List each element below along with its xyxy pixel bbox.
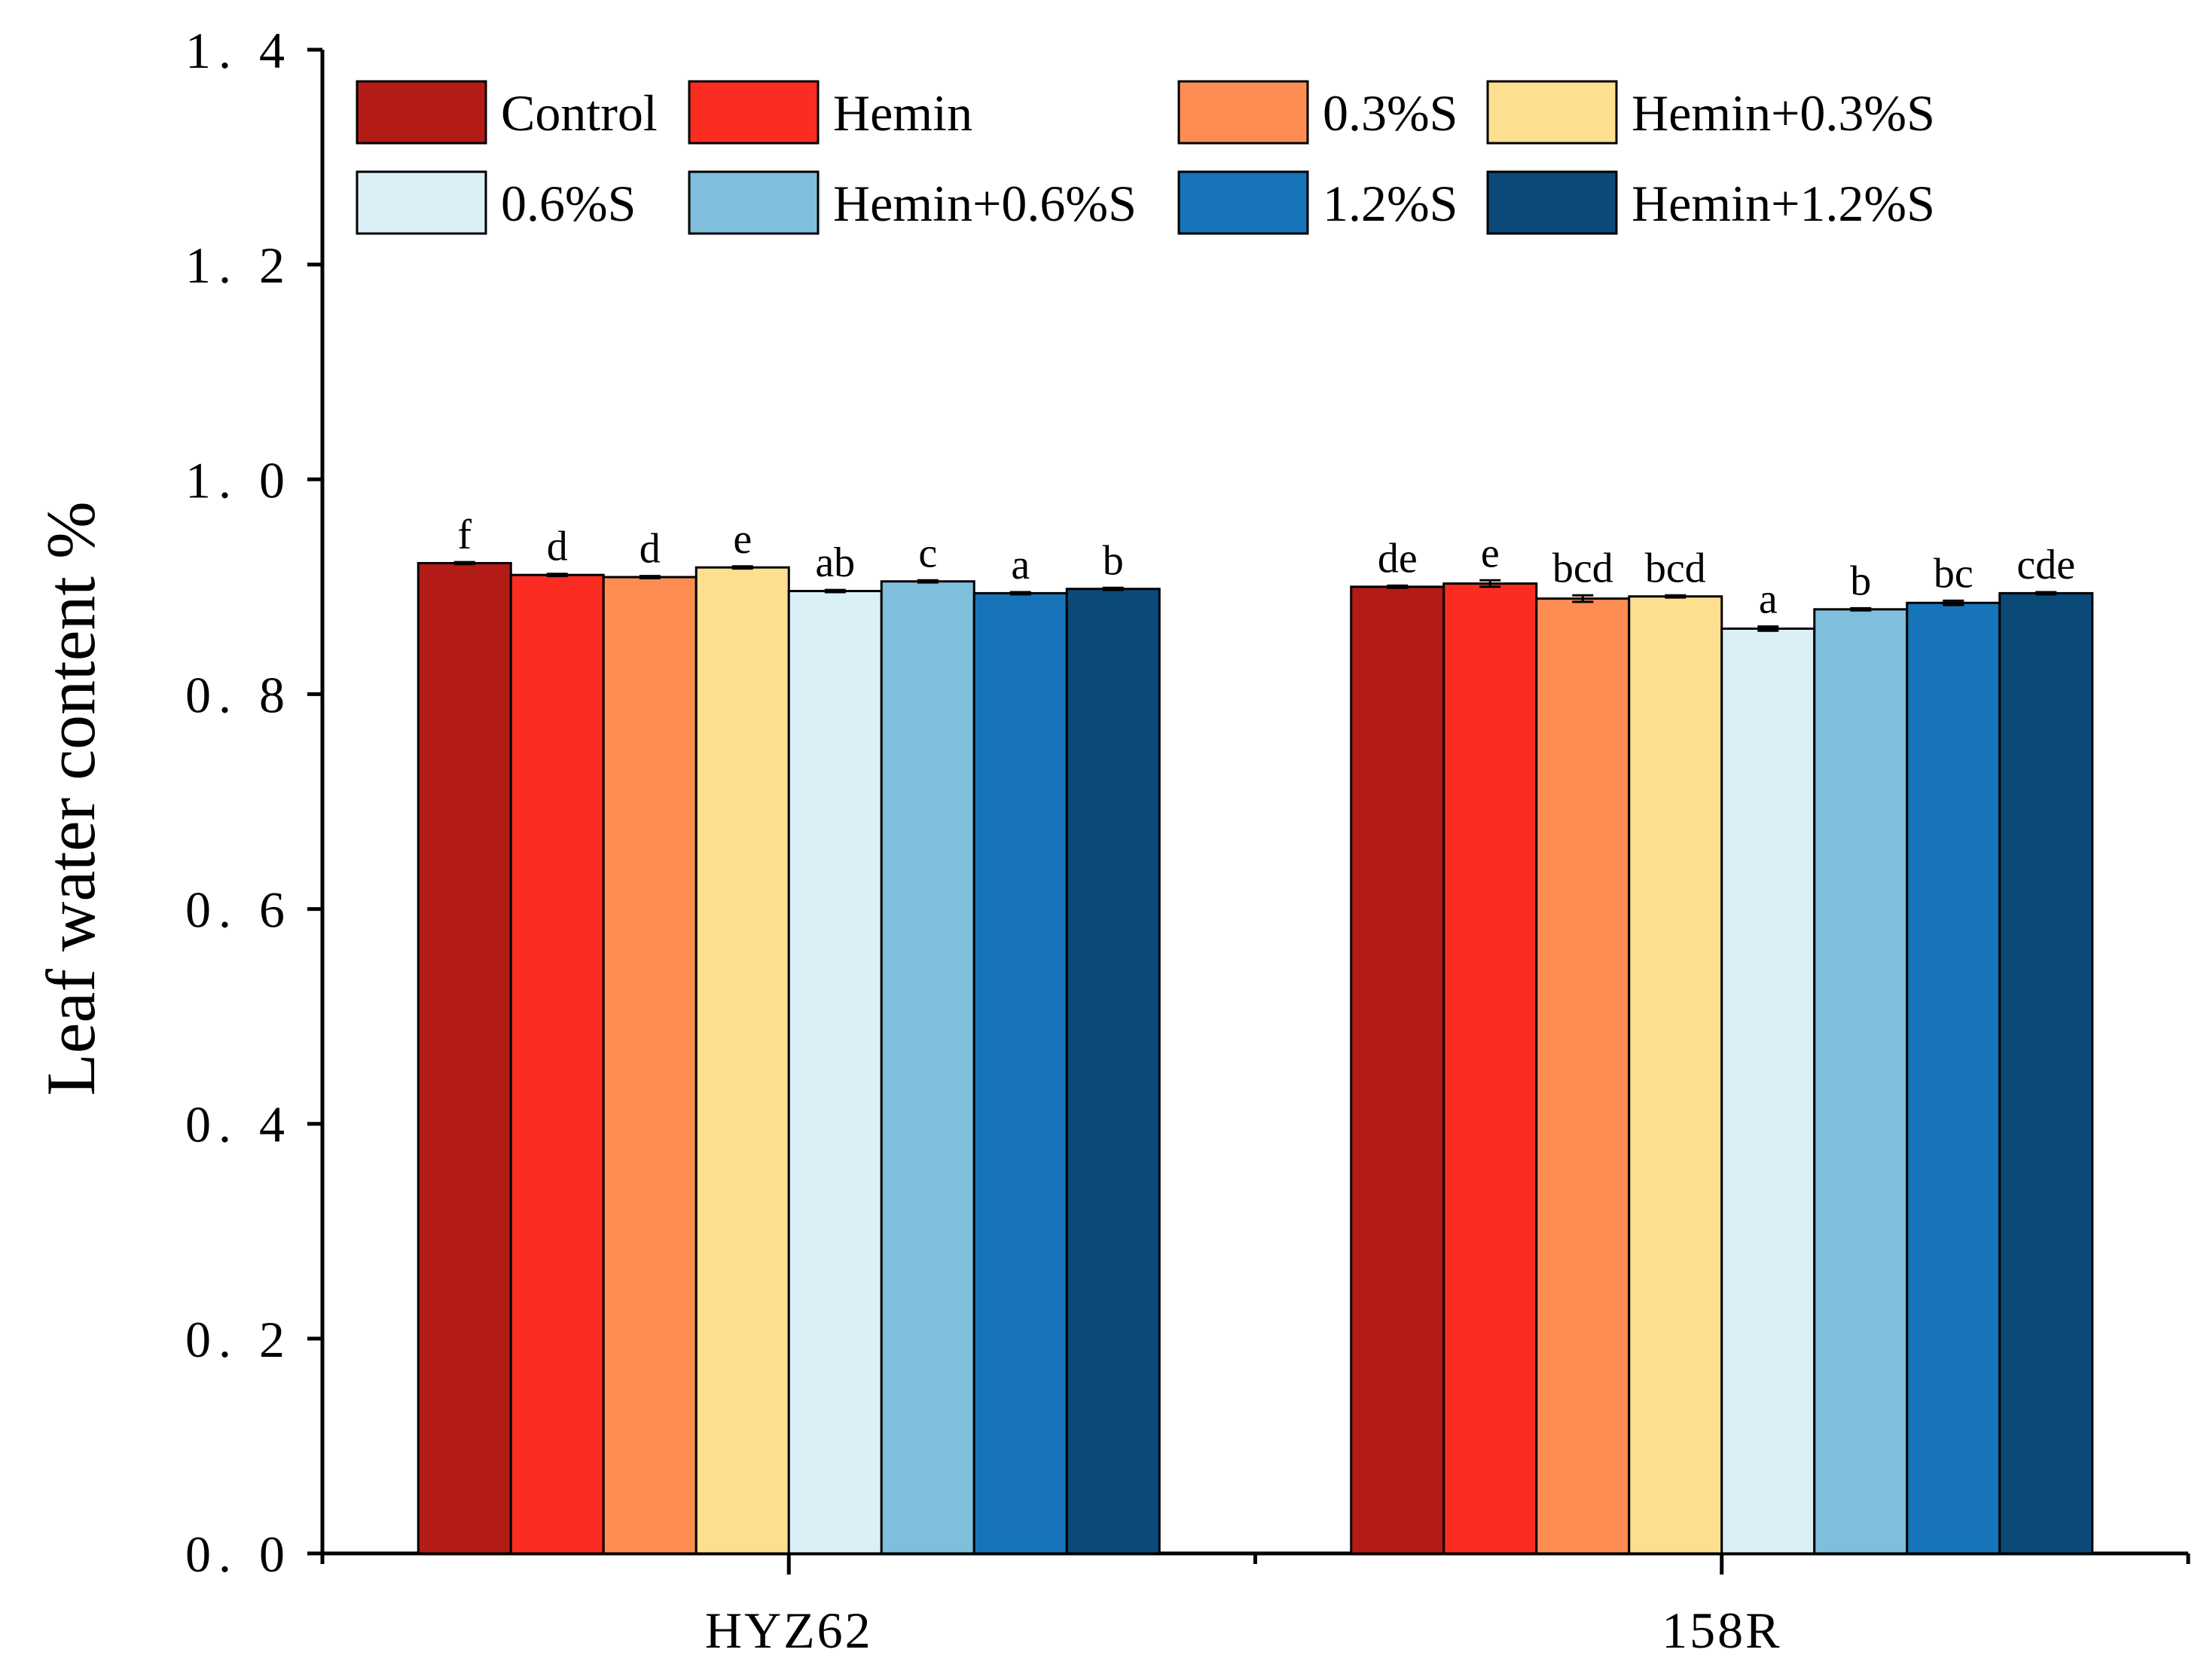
significance-label: de [1378,535,1418,582]
bar [417,561,512,1555]
chart-axes: 0. 0 0. 2 0. 4 0. 6 0. 8 1. 0 1. 2 1. 4 HYZ62 158… [185,22,2190,1659]
x-tick-label: 158R [1662,1602,1781,1659]
legend-swatch [356,80,487,145]
y-tick-label: 1. 2 [185,237,292,294]
significance-label: e [1481,530,1500,576]
legend-swatch [1486,80,1618,145]
significance-label: f [457,512,472,558]
legend-label: 0.6%S [501,175,636,232]
significance-label: b [1103,537,1124,584]
bar [602,576,698,1555]
significance-label: a [1011,542,1030,588]
bar [1998,591,2094,1555]
significance-label: d [547,524,568,570]
bar [787,590,883,1555]
legend-label: Hemin [833,84,972,142]
legend-swatch [1177,80,1309,145]
bar [1906,601,2001,1555]
bar [1442,582,1538,1555]
bar [1535,597,1631,1555]
legend-swatch [688,170,820,235]
y-tick-label: 0. 0 [185,1526,292,1583]
legend-label: Hemin+0.6%S [833,175,1137,232]
y-tick-label: 0. 4 [185,1096,292,1153]
bar [509,573,605,1555]
significance-label: d [640,526,661,573]
bar [1720,627,1816,1555]
bar [972,591,1068,1555]
legend-label: Hemin+1.2%S [1632,175,1935,232]
significance-label: ab [815,539,855,586]
significance-label: b [1850,557,1871,604]
x-tick-label: HYZ62 [705,1602,873,1659]
y-tick-label: 0. 2 [185,1311,292,1368]
bar [1813,608,1909,1555]
significance-label: bcd [1552,545,1613,591]
legend-swatch [356,170,487,235]
significance-label: e [733,516,752,563]
y-axis-label: Leaf water content % [32,501,109,1095]
significance-label: bc [1934,550,1974,597]
legend-swatch [688,80,820,145]
legend-label: 1.2%S [1323,175,1458,232]
bar [1628,595,1723,1555]
y-tick-label: 0. 8 [185,666,292,723]
y-tick-label: 0. 6 [185,881,292,939]
y-tick-label: 1. 0 [185,451,292,509]
significance-label: a [1759,576,1778,623]
legend-label: Hemin+0.3%S [1632,84,1935,142]
legend-swatch [1177,170,1309,235]
bar [694,566,790,1555]
legend-label: 0.3%S [1323,84,1458,142]
significance-label: c [918,530,937,576]
bar [1350,585,1445,1555]
significance-label: cde [2016,542,2075,588]
bar [880,580,975,1555]
y-tick-label: 1. 4 [185,22,292,79]
chart-legend: Control Hemin 0.3%S Hemin+0.3%S 0.6%S Hemin+0… [356,80,1935,235]
legend-swatch [1486,170,1618,235]
legend-label: Control [501,84,658,142]
significance-label: bcd [1645,545,1706,591]
bar [1065,588,1161,1555]
